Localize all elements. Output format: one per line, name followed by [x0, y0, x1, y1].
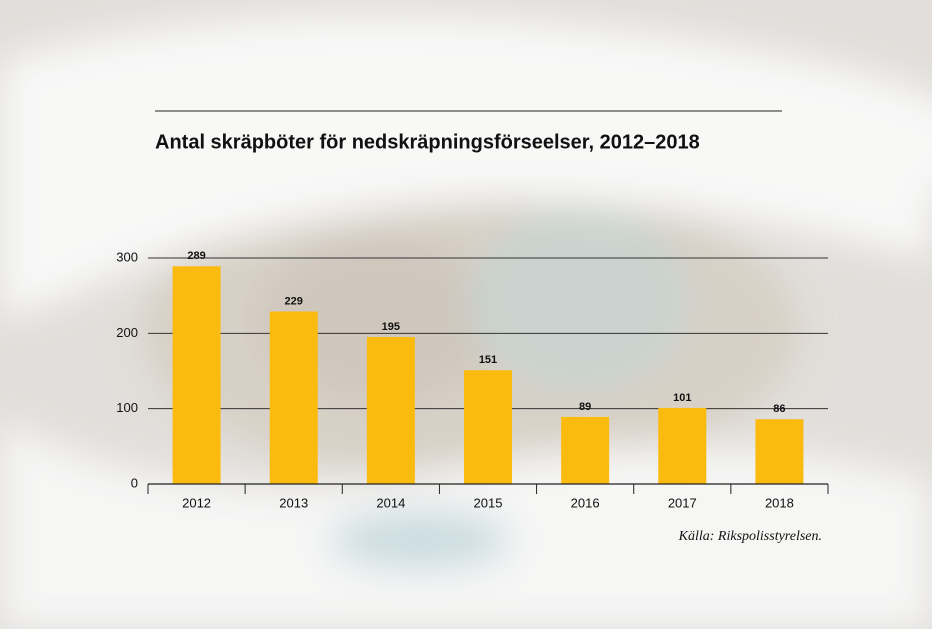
bar: [561, 416, 610, 484]
x-tick-label: 2012: [182, 495, 211, 510]
bar: [366, 337, 415, 484]
value-label: 289: [187, 250, 205, 262]
chart-title: Antal skräpböter för nedskräpningsförsee…: [155, 131, 700, 153]
bar: [269, 311, 318, 484]
value-label: 195: [382, 321, 400, 333]
y-tick-label: 300: [116, 249, 138, 264]
source-note: Källa: Rikspolisstyrelsen.: [678, 529, 822, 544]
y-tick-label: 100: [116, 400, 138, 415]
value-label: 89: [579, 401, 591, 413]
bar: [172, 266, 221, 484]
y-tick-label: 0: [131, 475, 138, 490]
y-tick-label: 200: [116, 325, 138, 340]
value-label: 229: [285, 295, 303, 307]
bar: [464, 370, 512, 484]
bar: [755, 419, 804, 484]
bar: [658, 407, 707, 484]
value-label: 86: [773, 403, 785, 415]
x-tick-label: 2018: [765, 495, 794, 510]
x-tick-label: 2017: [668, 495, 697, 510]
x-tick-label: 2013: [279, 495, 308, 510]
value-label: 101: [673, 392, 691, 404]
x-tick-label: 2014: [376, 495, 405, 510]
x-tick-label: 2016: [571, 495, 600, 510]
x-tick-label: 2015: [474, 495, 503, 510]
value-label: 151: [479, 354, 497, 366]
